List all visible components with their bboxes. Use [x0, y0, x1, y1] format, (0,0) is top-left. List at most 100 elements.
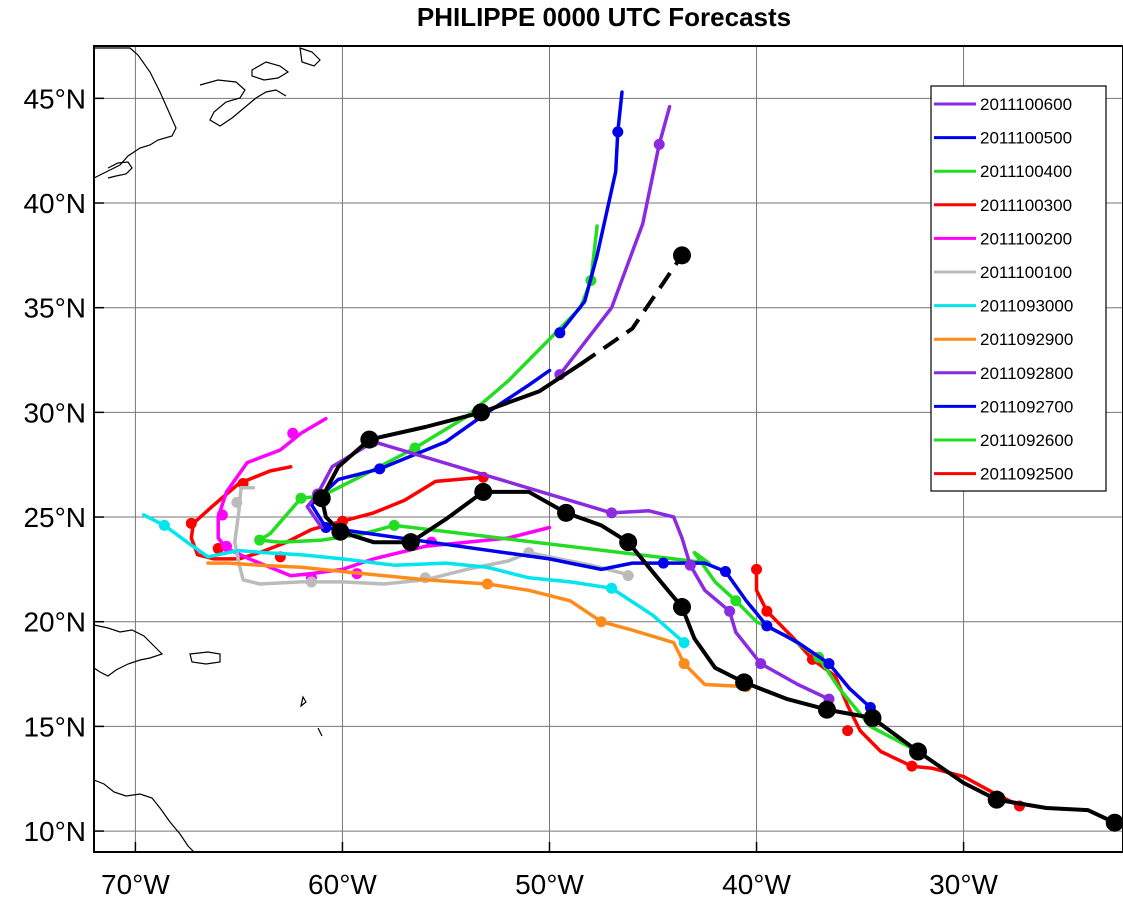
observed-track-point — [735, 673, 754, 692]
forecast-track-2011092700-point — [374, 463, 386, 475]
y-tick-label: 45°N — [23, 83, 86, 114]
cape-breton — [251, 61, 290, 81]
x-tick-label: 40°W — [722, 869, 791, 900]
nova-scotia-coast — [199, 79, 287, 127]
legend-label: 2011100400 — [980, 162, 1072, 181]
observed-track-point — [472, 403, 491, 422]
north-america-coast — [94, 47, 177, 179]
forecast-track-2011092800-point — [724, 605, 736, 617]
y-tick-label: 20°N — [23, 607, 86, 638]
x-tick-label: 60°W — [308, 869, 377, 900]
observed-track-extension — [579, 254, 684, 366]
forecast-track-point — [231, 496, 243, 508]
forecast-track-2011093000-point — [606, 582, 618, 594]
observed-track-end-point — [673, 246, 691, 265]
forecast-track-2011092800-point — [684, 559, 696, 571]
forecast-track-2011092700-point — [823, 658, 835, 670]
observed-track-point — [312, 489, 331, 508]
legend-label: 2011100500 — [980, 129, 1072, 148]
forecast-track-point — [212, 542, 224, 554]
forecast-track-2011092900-point — [678, 658, 690, 670]
forecast-track-2011092600-line — [257, 305, 920, 754]
y-tick-label: 35°N — [23, 293, 86, 324]
legend-label: 2011092900 — [980, 330, 1073, 349]
hispaniola-coast — [94, 624, 164, 677]
forecast-track-2011092900-point — [595, 616, 607, 628]
cape-cod — [107, 161, 133, 179]
forecast-track-2011100500-point — [612, 126, 624, 138]
observed-track-point — [1105, 813, 1123, 832]
page-title: PHILIPPE 0000 UTC Forecasts — [416, 2, 792, 32]
forecast-track-2011092800-line — [305, 439, 831, 701]
legend-label: 2011100300 — [980, 196, 1072, 215]
forecast-track-2011092600-point — [409, 442, 421, 454]
legend-label: 2011092700 — [980, 397, 1073, 416]
x-tick-label: 30°W — [929, 869, 998, 900]
bermuda — [300, 695, 307, 708]
y-tick-label: 25°N — [23, 502, 86, 533]
lesser-antilles — [317, 727, 323, 737]
forecast-track-point — [216, 509, 228, 521]
south-america-coast — [94, 779, 195, 852]
observed-track-point — [673, 598, 691, 617]
forecast-track-2011092800-point — [755, 658, 767, 670]
y-tick-label: 40°N — [23, 188, 86, 219]
axis-ticks: 70°W 60°W 50°W 40°W 30°W 10°N 15°N 20°N 25°N 30°N… — [23, 83, 998, 900]
forecast-track-2011100600-line — [558, 104, 672, 377]
observed-track-point — [401, 533, 420, 552]
y-tick-label: 10°N — [23, 816, 86, 847]
forecast-track-2011093000-point — [678, 637, 690, 649]
observed-track-point — [360, 430, 379, 449]
observed-track-point — [619, 533, 638, 552]
forecast-track-point — [622, 570, 634, 582]
forecast-track-point — [305, 576, 317, 588]
observed-track-point — [474, 482, 493, 501]
forecast-track-2011093000-line — [141, 513, 686, 645]
forecast-track-point — [287, 427, 299, 439]
legend-label: 2011092600 — [980, 431, 1073, 450]
forecast-track-2011092600-point — [254, 534, 266, 546]
forecast-track-2011092700-line — [309, 368, 873, 710]
tracks — [141, 90, 1123, 832]
y-tick-label: 15°N — [23, 711, 86, 742]
plot-frame — [93, 45, 1123, 853]
forecast-track-point — [221, 540, 233, 552]
forecast-track-line — [233, 485, 635, 586]
forecast-track-2011092500-point — [842, 725, 854, 737]
forecast-track-2011092600-point — [388, 519, 400, 531]
forecast-track-2011100500-point — [554, 327, 566, 339]
forecast-track-2011093000-point — [158, 519, 170, 531]
legend-label: 2011093000 — [980, 297, 1073, 316]
observed-track-point — [987, 790, 1006, 809]
legend-label: 2011092800 — [980, 364, 1073, 383]
newfoundland-fragment — [299, 47, 321, 67]
forecast-track-2011092500-point — [751, 563, 763, 575]
legend: 2011100600 2011100500 2011100400 2011100300… — [930, 85, 1107, 492]
forecast-track-2011092500-point — [906, 760, 918, 772]
x-tick-label: 70°W — [101, 869, 170, 900]
observed-track-point — [331, 522, 350, 541]
legend-label: 2011100100 — [980, 263, 1072, 282]
forecast-track-2011092600-point — [295, 492, 307, 504]
observed-track-point — [909, 742, 928, 761]
forecast-track-2011100600-point — [653, 138, 665, 150]
puerto-rico — [189, 651, 221, 665]
forecast-track-2011092600-point — [730, 595, 742, 607]
forecast-track-2011092800-point — [606, 507, 618, 519]
forecast-track-2011092700-point — [719, 565, 731, 577]
x-tick-label: 50°W — [515, 869, 584, 900]
legend-label: 2011100200 — [980, 229, 1072, 248]
forecast-track-point — [185, 517, 197, 529]
forecast-track-2011092700-point — [761, 620, 773, 632]
legend-box — [930, 85, 1107, 492]
legend-label: 2011092500 — [980, 465, 1073, 484]
forecast-track-2011092700-point — [657, 557, 669, 569]
forecast-track-2011092900-point — [481, 578, 493, 590]
legend-label: 2011100600 — [980, 95, 1072, 114]
forecast-track-2011092500-line — [754, 567, 1022, 808]
observed-track-point — [817, 700, 836, 719]
observed-track-point — [863, 709, 882, 728]
y-tick-label: 30°N — [23, 397, 86, 428]
coastlines — [94, 47, 323, 852]
